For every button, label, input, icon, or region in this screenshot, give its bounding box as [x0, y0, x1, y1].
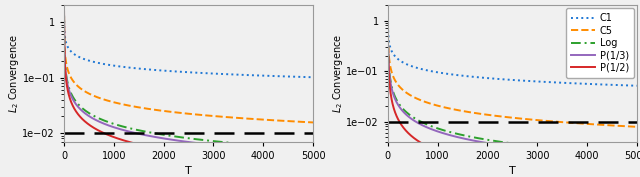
Log: [309, 148, 317, 150]
P(1/3): [484, 142, 492, 144]
Line: C1: C1: [388, 15, 637, 86]
Log: [410, 116, 417, 118]
C5: [231, 117, 239, 119]
P(1/3): [86, 115, 93, 118]
P(1/3): [410, 119, 417, 121]
C5: [578, 122, 586, 125]
P(1/3): [170, 139, 177, 141]
Log: [484, 139, 492, 141]
C1: [555, 82, 563, 84]
P(1/2): [484, 164, 492, 166]
P(1/2): [231, 158, 239, 161]
Line: C5: C5: [64, 16, 313, 122]
Log: [582, 150, 590, 152]
Y-axis label: $L_2$ Convergence: $L_2$ Convergence: [331, 34, 345, 113]
Y-axis label: $L_2$ Convergence: $L_2$ Convergence: [7, 34, 21, 113]
C5: [161, 110, 168, 112]
C1: [309, 76, 317, 78]
C5: [86, 93, 93, 95]
C5: [555, 121, 563, 123]
C1: [231, 73, 239, 76]
Line: P(1/3): P(1/3): [64, 16, 313, 153]
C1: [60, 15, 68, 17]
Line: Log: Log: [64, 16, 313, 149]
C1: [86, 60, 93, 62]
P(1/2): [259, 161, 266, 163]
Line: P(1/2): P(1/2): [64, 12, 313, 166]
C5: [633, 126, 640, 128]
C5: [254, 118, 262, 120]
P(1/3): [161, 138, 168, 140]
C1: [578, 83, 586, 85]
C1: [582, 83, 590, 85]
Line: P(1/2): P(1/2): [388, 12, 637, 177]
C1: [254, 74, 262, 76]
C5: [60, 15, 68, 17]
P(1/2): [555, 175, 563, 177]
Log: [254, 144, 262, 146]
C5: [170, 111, 177, 113]
P(1/2): [254, 161, 262, 163]
C1: [161, 70, 168, 72]
C5: [259, 119, 266, 121]
P(1/3): [254, 148, 262, 150]
P(1/2): [410, 136, 417, 139]
P(1/3): [60, 15, 68, 17]
Log: [161, 134, 168, 136]
Log: [555, 148, 563, 150]
P(1/3): [582, 154, 590, 156]
C5: [582, 123, 590, 125]
C1: [259, 75, 266, 77]
P(1/3): [555, 151, 563, 153]
Log: [86, 112, 93, 115]
P(1/2): [170, 150, 177, 152]
P(1/2): [161, 149, 168, 151]
C1: [170, 70, 177, 72]
C1: [410, 66, 417, 68]
Log: [384, 14, 392, 16]
Line: C1: C1: [64, 16, 313, 77]
Log: [259, 144, 266, 147]
Log: [170, 135, 177, 137]
Line: Log: Log: [388, 15, 637, 155]
P(1/2): [384, 11, 392, 13]
C5: [493, 115, 501, 117]
C5: [384, 14, 392, 16]
P(1/3): [231, 146, 239, 148]
X-axis label: T: T: [185, 166, 192, 176]
P(1/2): [86, 124, 93, 126]
P(1/3): [493, 144, 501, 146]
C5: [484, 114, 492, 116]
C1: [633, 85, 640, 87]
Log: [493, 140, 501, 142]
C1: [484, 77, 492, 79]
Line: P(1/3): P(1/3): [388, 15, 637, 159]
P(1/3): [259, 149, 266, 151]
P(1/3): [384, 14, 392, 16]
P(1/2): [493, 166, 501, 168]
Log: [231, 142, 239, 144]
Log: [633, 154, 640, 156]
P(1/2): [309, 165, 317, 167]
Log: [60, 15, 68, 17]
C1: [493, 78, 501, 80]
C5: [309, 121, 317, 124]
P(1/3): [309, 152, 317, 154]
Legend: C1, C5, Log, P(1/3), P(1/2): C1, C5, Log, P(1/3), P(1/2): [566, 8, 634, 78]
C5: [410, 96, 417, 98]
Line: C5: C5: [388, 15, 637, 127]
Log: [578, 150, 586, 152]
P(1/3): [578, 153, 586, 155]
X-axis label: T: T: [509, 166, 516, 176]
C1: [384, 14, 392, 16]
P(1/3): [633, 158, 640, 160]
P(1/2): [60, 11, 68, 13]
